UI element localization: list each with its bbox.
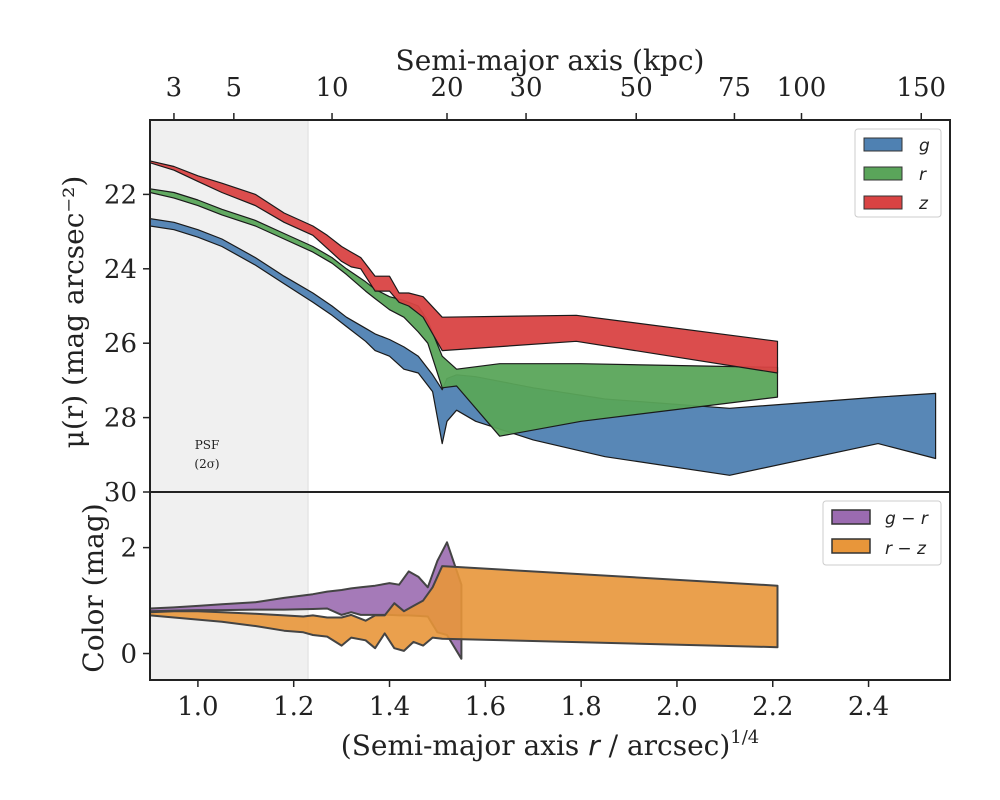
y-tick-label-top: 30 — [104, 478, 137, 508]
legend-swatch-g-r — [831, 509, 871, 525]
x-tick-label: 1.2 — [273, 692, 314, 722]
legend-swatch-g — [863, 137, 903, 152]
x-tick-label: 1.0 — [177, 692, 218, 722]
kpc-tick-label: 100 — [777, 73, 827, 103]
x-tick-label: 1.4 — [369, 692, 410, 722]
kpc-tick-label: 20 — [430, 73, 463, 103]
x-tick-label: 2.2 — [752, 692, 793, 722]
band-g — [150, 218, 937, 476]
psf-shade-top — [149, 119, 309, 493]
kpc-tick-label: 75 — [718, 73, 751, 103]
legend-bottom: g − r r − z — [822, 500, 942, 566]
y-tick-label-top: 28 — [104, 404, 137, 434]
legend-swatch-r-z — [831, 538, 871, 554]
x-axis-ticks-bottom: 1.0 1.2 1.4 1.6 1.8 2.0 2.2 2.4 — [177, 680, 889, 722]
y-tick-label-top: 22 — [104, 180, 137, 210]
band-r-z — [150, 565, 779, 652]
kpc-tick-label: 5 — [226, 73, 243, 103]
kpc-tick-label: 10 — [315, 73, 348, 103]
legend-label-g-r: g − r — [885, 509, 929, 529]
legend-top: g r z — [854, 128, 942, 218]
y-tick-label-top: 24 — [104, 255, 137, 285]
legend-label-z: z — [918, 194, 929, 214]
bottom-y-axis-title: Color (mag) — [77, 503, 110, 672]
top-kpc-axis-ticks: 3 5 10 20 30 50 75 100 150 — [166, 73, 946, 120]
kpc-tick-label: 3 — [166, 73, 183, 103]
x-tick-label: 1.6 — [465, 692, 506, 722]
x-tick-label: 1.8 — [560, 692, 601, 722]
band-z — [150, 160, 779, 374]
legend-swatch-z — [863, 195, 903, 210]
y-axis-ticks-top: 22 24 26 28 30 — [104, 180, 150, 508]
x-tick-label: 2.0 — [656, 692, 697, 722]
color-series — [150, 541, 779, 660]
x-tick-label: 2.4 — [848, 692, 889, 722]
legend-label-r-z: r − z — [885, 539, 927, 559]
y-tick-label-bottom: 0 — [120, 640, 137, 670]
band-r — [150, 188, 779, 437]
top-axis-title: Semi-major axis (kpc) — [396, 44, 705, 77]
legend-label-g: g — [919, 136, 930, 156]
surface-brightness-series — [150, 160, 937, 476]
kpc-tick-label: 50 — [620, 73, 653, 103]
y-tick-label-top: 26 — [104, 329, 137, 359]
kpc-tick-label: 150 — [896, 73, 946, 103]
kpc-tick-label: 30 — [510, 73, 543, 103]
bottom-x-axis-title: (Semi-major axis r / arcsec)1/4 — [341, 727, 759, 762]
y-axis-ticks-bottom: 02 — [120, 534, 150, 670]
color-panel: 02 1.0 1.2 1.4 1.6 1.8 2.0 2.2 2.4 Color (mag) … — [77, 491, 951, 762]
bottom-panel-frame — [149, 491, 951, 681]
legend-label-r: r — [919, 165, 927, 185]
surface-brightness-panel: PSF (2σ) 22 24 26 28 30 3 5 10 20 30 50 75 100 150 S… — [57, 44, 951, 508]
y-tick-label-bottom: 2 — [120, 534, 137, 564]
legend-swatch-r — [863, 166, 903, 181]
top-y-axis-title: μ(r) (mag arcsec⁻²) — [57, 176, 90, 449]
psf-label: PSF — [195, 438, 220, 452]
psf-label-sigma: (2σ) — [194, 457, 219, 471]
psf-shade-bottom — [149, 491, 309, 681]
band-g-r — [150, 541, 463, 660]
